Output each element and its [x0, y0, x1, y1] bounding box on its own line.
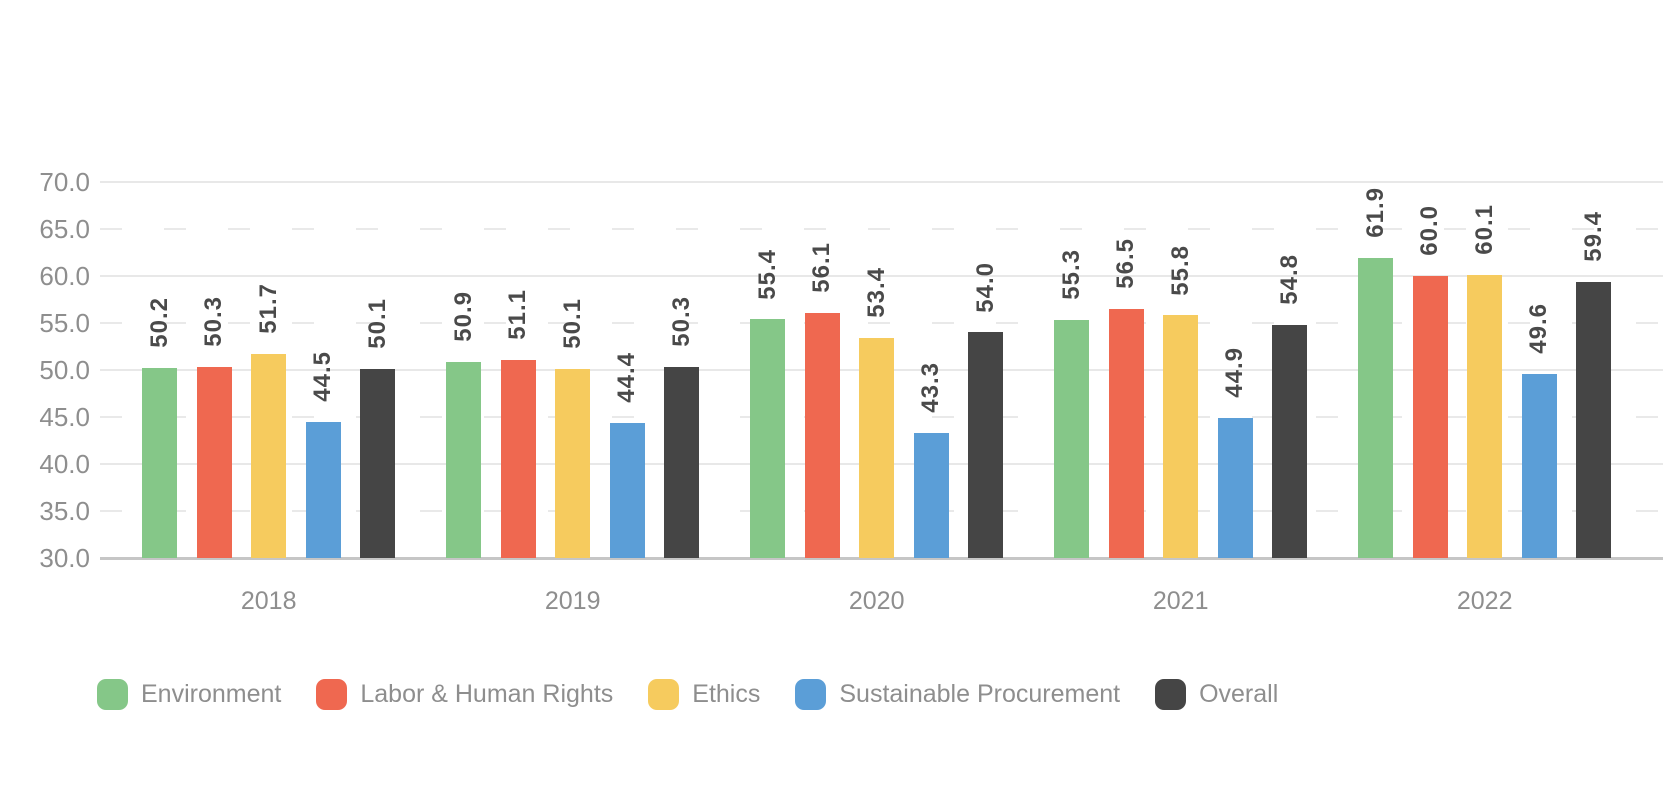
- bar-value-label: 50.2: [145, 297, 173, 349]
- bar-sustainable-procurement-2021: [1217, 417, 1253, 558]
- x-axis-tick-label-2018: 2018: [240, 587, 297, 615]
- bar-environment-2020: [750, 319, 785, 558]
- bar-labor-human-rights-2022: [1412, 276, 1448, 558]
- y-axis-tick-label: 50.0: [39, 355, 90, 385]
- legend-swatch-icon: [795, 679, 827, 710]
- bar-value-label: 61.9: [1361, 187, 1389, 239]
- legend-item-labor-human-rights: Labor & Human Rights: [316, 679, 613, 710]
- legend-item-environment: Environment: [97, 679, 281, 710]
- bar-labor-human-rights-2020: [804, 312, 840, 558]
- bar-environment-2021: [1054, 320, 1089, 558]
- bar-value-label: 50.1: [558, 298, 586, 350]
- bar-value-label: 54.0: [972, 261, 1000, 313]
- bar-labor-human-rights-2019: [500, 359, 536, 558]
- bar-environment-2022: [1358, 258, 1393, 558]
- bar-sustainable-procurement-2019: [609, 422, 645, 558]
- bar-sustainable-procurement-2022: [1521, 373, 1557, 558]
- legend-label: Ethics: [692, 680, 761, 708]
- gridline-30: [100, 557, 1663, 560]
- x-axis-tick-label-2022: 2022: [1456, 587, 1513, 615]
- bar-value-label: 49.6: [1525, 303, 1553, 354]
- y-axis-tick-label: 65.0: [39, 214, 90, 244]
- legend-swatch-icon: [97, 679, 128, 710]
- bar-ethics-2018: [251, 354, 287, 558]
- bar-overall-2018: [360, 369, 396, 558]
- gridline-70: [100, 181, 1663, 183]
- plot-area: 50.2 50.3 51.7 44.5 50.1 50.9 51.1 50.1 44.4 50.3…: [100, 181, 1663, 560]
- x-axis-tick-label-2021: 2021: [1152, 587, 1209, 615]
- legend-swatch-icon: [1155, 679, 1187, 710]
- bar-value-label: 44.9: [1221, 347, 1249, 398]
- bar-overall-2022: [1576, 281, 1612, 558]
- legend-swatch-icon: [648, 679, 680, 710]
- bar-value-label: 51.1: [504, 288, 532, 340]
- gridline-60: [100, 275, 1663, 277]
- bar-environment-2018: [142, 368, 177, 558]
- legend-item-ethics: Ethics: [648, 679, 760, 710]
- y-axis-tick-label: 45.0: [39, 402, 90, 432]
- bar-value-label: 50.3: [200, 296, 228, 348]
- bar-value-label: 44.4: [613, 351, 641, 403]
- bar-value-label: 43.3: [917, 362, 945, 413]
- bar-sustainable-procurement-2018: [305, 421, 341, 558]
- bar-ethics-2020: [859, 338, 895, 558]
- legend-item-sustainable-procurement: Sustainable Procurement: [795, 679, 1120, 710]
- bar-sustainable-procurement-2020: [913, 432, 949, 558]
- bar-environment-2019: [446, 361, 481, 558]
- legend-swatch-icon: [316, 679, 348, 710]
- bar-value-label: 55.3: [1057, 249, 1085, 301]
- bar-labor-human-rights-2021: [1108, 308, 1144, 558]
- bar-value-label: 56.1: [808, 241, 836, 293]
- gridline-55: [100, 322, 1663, 324]
- bar-ethics-2021: [1163, 315, 1199, 558]
- bar-value-label: 50.9: [449, 290, 477, 342]
- y-axis-tick-label: 35.0: [39, 496, 90, 526]
- bar-value-label: 53.4: [862, 267, 890, 319]
- bar-value-label: 55.8: [1166, 244, 1194, 296]
- bar-overall-2020: [968, 332, 1004, 558]
- bar-value-label: 50.3: [668, 296, 696, 348]
- legend-label: Sustainable Procurement: [839, 680, 1121, 708]
- bar-overall-2021: [1272, 324, 1308, 558]
- bar-value-label: 51.7: [254, 283, 282, 335]
- y-axis-tick-label: 30.0: [39, 543, 90, 573]
- legend-item-overall: Overall: [1155, 679, 1278, 710]
- y-axis-tick-label: 55.0: [39, 308, 90, 338]
- bar-ethics-2022: [1467, 275, 1503, 558]
- y-axis-tick-label: 70.0: [39, 167, 90, 197]
- y-axis-tick-label: 40.0: [39, 449, 90, 479]
- bar-value-label: 50.1: [364, 298, 392, 350]
- legend-label: Overall: [1199, 680, 1279, 708]
- legend: Environment Labor & Human Rights Ethics Sus…: [97, 679, 1278, 710]
- bar-ethics-2019: [555, 369, 591, 558]
- bar-value-label: 56.5: [1112, 238, 1140, 289]
- bar-overall-2019: [664, 367, 700, 558]
- bar-value-label: 54.8: [1276, 254, 1304, 305]
- y-axis-tick-label: 60.0: [39, 261, 90, 291]
- bar-value-label: 55.4: [753, 248, 781, 300]
- bar-value-label: 59.4: [1580, 210, 1608, 262]
- bar-value-label: 60.0: [1416, 205, 1444, 256]
- legend-label: Environment: [141, 680, 282, 708]
- bar-value-label: 60.1: [1470, 204, 1498, 256]
- bar-value-label: 44.5: [309, 350, 337, 402]
- x-axis-tick-label-2019: 2019: [544, 587, 601, 615]
- gridline-65: [100, 228, 1663, 230]
- legend-label: Labor & Human Rights: [360, 680, 614, 708]
- bar-labor-human-rights-2018: [196, 367, 232, 558]
- x-axis-tick-label-2020: 2020: [848, 587, 905, 615]
